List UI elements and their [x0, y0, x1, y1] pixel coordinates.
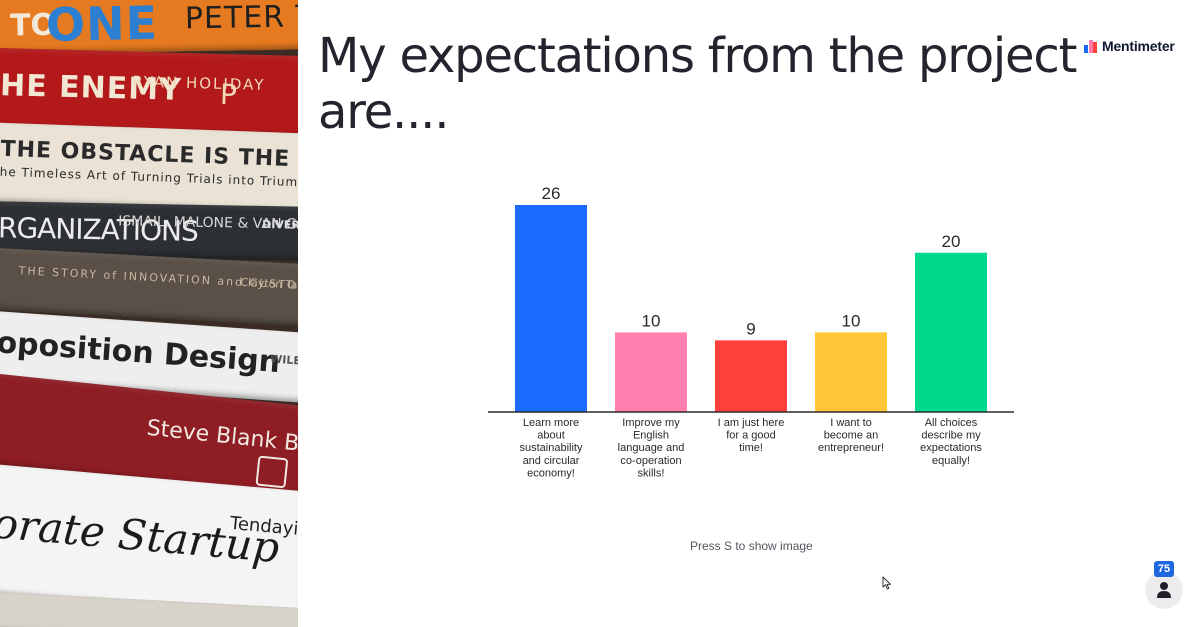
mentimeter-label: Mentimeter	[1102, 38, 1175, 54]
value-label: 26	[542, 184, 561, 203]
value-label: 20	[942, 232, 961, 251]
publisher-logo	[255, 455, 289, 489]
category-label: Learn more about sustainability and circula…	[520, 417, 583, 479]
category-label: All choices describe my expectations equall…	[920, 417, 982, 467]
value-label: 10	[642, 311, 661, 330]
audience-counter[interactable]: 75	[1145, 561, 1189, 611]
category-label: I want to become an entrepreneur!	[818, 417, 884, 454]
slide-title: My expectations from the project are....	[318, 28, 1077, 140]
book-spine-text: RYAN HOLIDAY	[132, 72, 266, 95]
logo-bar	[1093, 41, 1097, 53]
book-spine: TO ONE PETER T	[0, 0, 298, 56]
bar	[915, 252, 987, 412]
value-label: 10	[842, 311, 861, 330]
book-spine: THE OBSTACLE IS THE WAYhe Timeless Art o…	[0, 121, 298, 215]
bar	[515, 205, 587, 412]
mentimeter-brand: Mentimeter	[1084, 36, 1175, 56]
book-spine-text: PETER T	[184, 0, 298, 37]
mentimeter-logo-icon	[1084, 39, 1097, 53]
bar-chart: 26 Learn more about sustainability and circu…	[488, 184, 1014, 479]
bar	[715, 340, 787, 412]
audience-count-badge: 75	[1154, 561, 1174, 577]
book-spine-text: DIVERS BOOKS	[262, 217, 298, 233]
category-label: I am just here for a good time!	[718, 417, 785, 454]
books-stack-image: TO ONE PETER T HE ENEMY RYAN HOLIDAY P THE OBS…	[0, 0, 298, 627]
book-spine-text: P	[219, 77, 238, 112]
logo-bar	[1084, 44, 1088, 53]
book-spine-text: Clayton Taddy Ha and Da	[240, 275, 298, 296]
category-label: Improve my English language and co-operatio…	[618, 417, 685, 479]
book-spine-text: WILEY	[269, 352, 298, 369]
logo-bar	[1088, 39, 1093, 53]
person-icon	[1157, 582, 1171, 598]
audience-button[interactable]	[1145, 571, 1183, 609]
book-spine-text: oposition Design	[0, 325, 282, 381]
show-image-hint: Press S to show image	[690, 539, 813, 553]
mouse-pointer-icon	[882, 576, 891, 590]
bar	[815, 332, 887, 412]
bar	[615, 332, 687, 412]
book-spine-text: ONE	[45, 0, 159, 52]
value-label: 9	[746, 319, 755, 338]
